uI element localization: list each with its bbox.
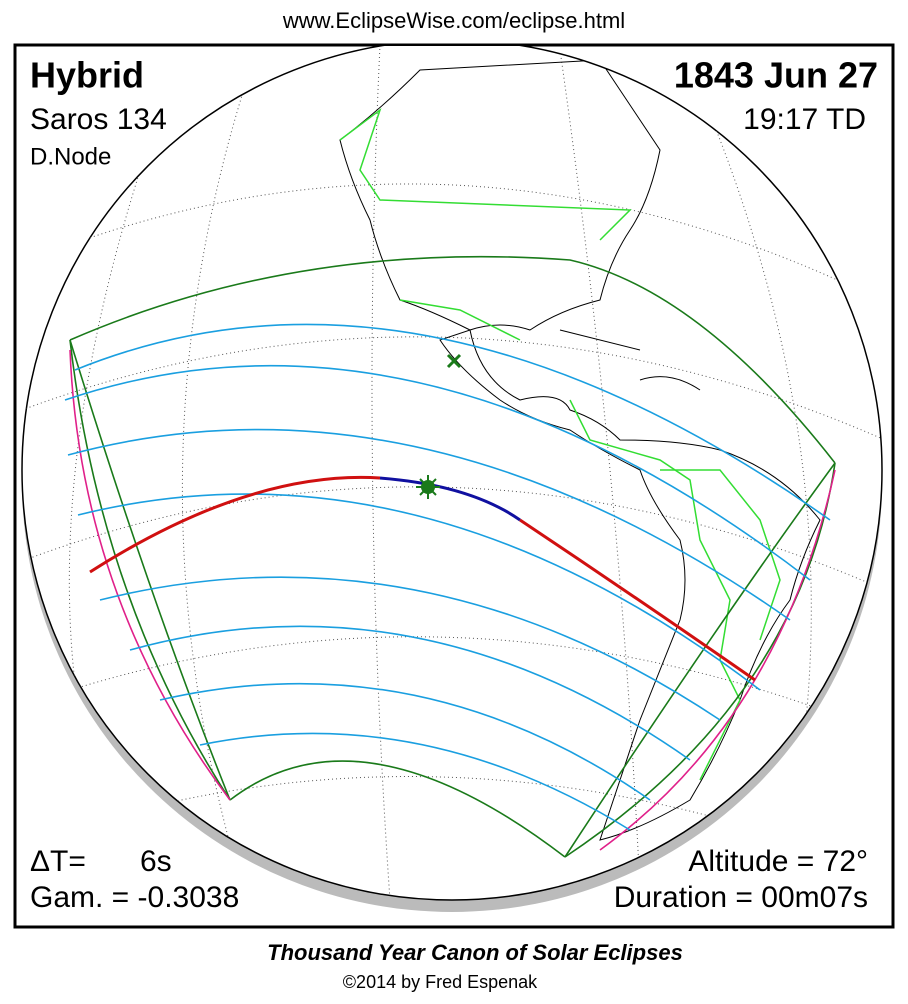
copyright: ©2014 by Fred Espenak bbox=[343, 972, 538, 992]
time: 19:17 TD bbox=[743, 103, 866, 136]
delta-t-label: ΔT= bbox=[30, 845, 86, 878]
node: D.Node bbox=[30, 143, 111, 170]
footer-title: Thousand Year Canon of Solar Eclipses bbox=[267, 940, 683, 965]
eclipse-type: Hybrid bbox=[30, 55, 144, 96]
eclipse-date: 1843 Jun 27 bbox=[674, 55, 878, 96]
subsolar-point bbox=[446, 353, 462, 369]
borders bbox=[339, 107, 781, 781]
eclipse-path bbox=[64, 255, 836, 858]
coastlines bbox=[339, 59, 821, 841]
delta-t: 6s bbox=[140, 845, 172, 878]
duration: Duration = 00m07s bbox=[614, 881, 868, 914]
globe bbox=[21, 46, 883, 901]
globe-content bbox=[22, 46, 882, 900]
altitude: Altitude = 72° bbox=[688, 845, 868, 878]
gamma: Gam. = -0.3038 bbox=[30, 881, 239, 914]
saros: Saros 134 bbox=[30, 103, 167, 136]
site-url: www.EclipseWise.com/eclipse.html bbox=[282, 8, 625, 33]
